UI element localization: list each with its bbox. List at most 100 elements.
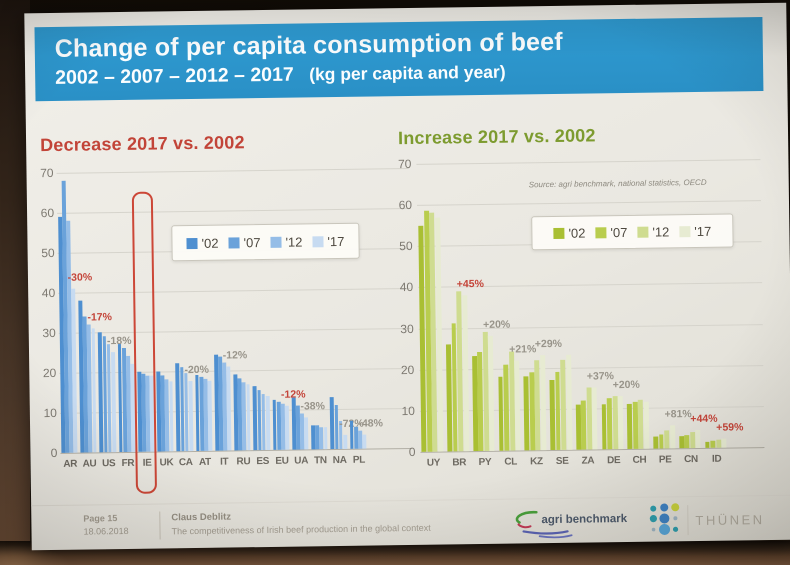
legend-swatch: [553, 227, 565, 239]
y-axis-tick-label: 40: [399, 280, 414, 295]
legend: '02 '07 '12 '17: [531, 213, 734, 251]
bar-group-de: DE +20%: [597, 161, 640, 466]
bar: [207, 380, 213, 451]
bar: [658, 434, 664, 449]
bar: [91, 328, 97, 453]
bar: [265, 395, 270, 451]
bar: [643, 401, 650, 449]
title-banner: Change of per capita consumption of beef…: [34, 17, 764, 102]
chart-title: Increase 2017 vs. 2002: [397, 125, 596, 149]
pct-label: -48%: [358, 416, 384, 430]
bar: [653, 436, 659, 449]
bar: [284, 405, 290, 450]
bar: [169, 381, 174, 452]
footer-page-block: Page 15 18.06.2018: [83, 512, 128, 539]
legend-swatch: [312, 235, 324, 247]
thunen-logo: THÜNEN: [645, 500, 786, 540]
bar: [565, 355, 572, 450]
y-axis-tick-label: 70: [40, 165, 54, 181]
legend-swatch: [270, 236, 282, 248]
legend-item: '17: [679, 223, 712, 239]
y-axis-tick-label: 10: [401, 403, 415, 418]
legend-swatch: [228, 236, 240, 249]
y-axis-tick-label: 0: [408, 444, 416, 460]
bar: [710, 440, 716, 448]
y-axis-tick-label: 70: [397, 156, 412, 172]
y-axis-tick-label: 50: [399, 239, 413, 254]
bar: [110, 352, 116, 453]
bar-group-br: BR +45%: [442, 163, 484, 468]
legend-swatch: [679, 225, 691, 237]
legend-item: '07: [595, 224, 628, 240]
legend-swatch: [637, 226, 649, 238]
footer-date: 18.06.2018: [83, 525, 129, 537]
legend-label: '12: [652, 223, 670, 240]
legend-label: '02: [201, 235, 219, 251]
slide-title-years: 2002 – 2007 – 2012 – 2017: [55, 63, 294, 89]
bar-group-pe: PE +81%: [648, 160, 692, 466]
legend: '02 '07 '12 '17: [171, 222, 360, 262]
thunen-dots-icon: [649, 503, 680, 535]
slide-footer: Page 15 18.06.2018 Claus Deblitz The com…: [31, 494, 790, 550]
y-axis-tick-label: 60: [398, 198, 413, 213]
bar-group-cn: CN +44%: [674, 160, 718, 465]
bar: [323, 427, 328, 450]
bar: [540, 355, 547, 451]
highlight-box-ie: [131, 191, 158, 494]
legend-item: '02: [186, 235, 219, 251]
footer-page-label: Page 15: [83, 513, 118, 524]
chart-title: Decrease 2017 vs. 2002: [39, 132, 245, 156]
legend-item: '12: [270, 233, 303, 250]
legend-swatch: [186, 237, 198, 249]
bar-group-pl: PL -48%: [345, 169, 383, 466]
agri-benchmark-logo-text: agri benchmark: [541, 512, 628, 527]
chart-increase: Increase 2017 vs. 2002 0 10 20 30 40 50 60 70 UY B…: [394, 119, 790, 502]
legend-item: '12: [637, 224, 669, 239]
x-axis-label: PL: [352, 454, 366, 466]
bar: [188, 381, 193, 452]
legend-label: '07: [243, 234, 261, 250]
pct-label: +59%: [716, 421, 744, 434]
agri-benchmark-swoosh-icon: [515, 510, 573, 539]
y-axis-tick-label: 50: [41, 245, 55, 261]
bar: [704, 442, 710, 448]
legend-label: '17: [327, 233, 345, 249]
thunen-logo-text: THÜNEN: [695, 512, 765, 529]
legend-item: '07: [228, 234, 261, 250]
bar-group-ch: CH: [622, 161, 652, 466]
footer-author-block: Claus Deblitz The competitiveness of Iri…: [171, 508, 431, 538]
bar: [362, 434, 367, 449]
legend-item: '17: [312, 233, 345, 249]
footer-divider: [159, 511, 161, 540]
y-axis-tick-label: 30: [42, 325, 56, 341]
bar: [343, 434, 347, 449]
y-axis-tick-label: 60: [40, 205, 55, 221]
y-axis-tick-label: 20: [42, 365, 57, 381]
bar: [684, 434, 690, 449]
slide: Change of per capita consumption of beef…: [24, 2, 790, 551]
slide-title-unit: (kg per capita and year): [309, 61, 506, 85]
bar: [669, 425, 675, 449]
bar-group-kz: KZ +29%: [519, 162, 562, 467]
agri-benchmark-logo: agri benchmark: [509, 506, 639, 540]
thunen-logo-divider: [687, 505, 689, 536]
bar: [246, 384, 251, 451]
bar: [461, 294, 469, 452]
footer-subtitle: The competitiveness of Irish beef produc…: [171, 522, 431, 537]
legend-label: '12: [285, 233, 303, 250]
bar: [514, 359, 521, 451]
bar-group-uy: UY: [416, 164, 446, 469]
bar: [488, 335, 495, 451]
legend-label: '17: [694, 223, 712, 239]
bar: [664, 429, 670, 449]
bar: [721, 438, 727, 448]
bar: [304, 417, 309, 450]
bar: [617, 395, 624, 450]
y-axis-tick-label: 0: [50, 445, 58, 461]
bar: [695, 430, 701, 449]
bar: [591, 387, 598, 450]
chart-decrease: Decrease 2017 vs. 2002 0 10 20 30 40 50 60 70 AR -…: [36, 126, 445, 508]
bar: [690, 431, 696, 449]
y-axis-tick-label: 20: [400, 362, 415, 377]
legend-swatch: [595, 226, 607, 238]
